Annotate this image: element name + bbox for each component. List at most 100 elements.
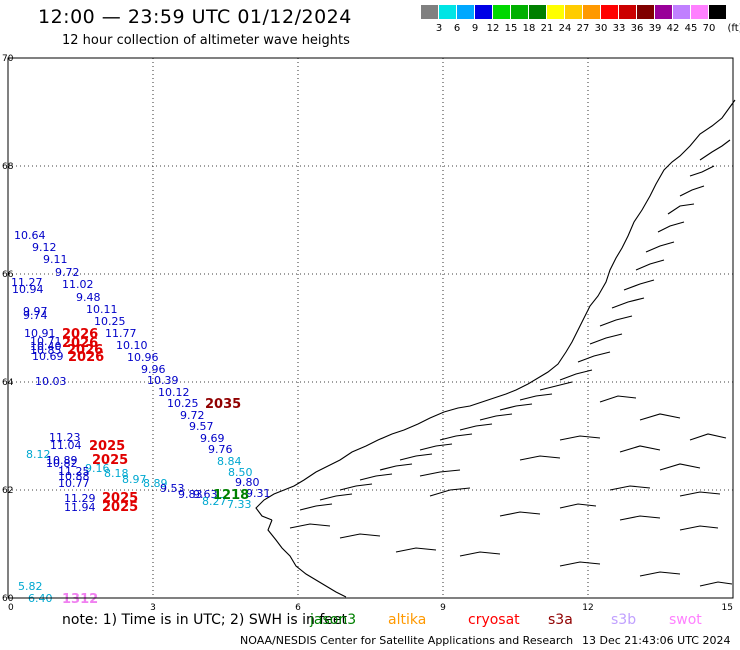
wave-height-label: 8.84	[217, 455, 242, 468]
coastline-segment	[639, 413, 681, 421]
coastline-segment	[599, 395, 637, 403]
coastline-segment	[399, 453, 433, 461]
color-swatch	[421, 5, 438, 19]
generation-timestamp: 13 Dec 21:43:06 UTC 2024	[582, 634, 731, 647]
coastline-segment	[679, 185, 705, 197]
wave-height-label: 8.50	[228, 466, 253, 479]
wave-height-label: 9.53	[160, 482, 185, 495]
longitude-tick-label: 6	[295, 603, 301, 613]
wave-height-label: 9.69	[200, 432, 225, 445]
wave-height-label: 10.77	[58, 477, 90, 490]
coastline-segment	[635, 259, 665, 271]
coastline-segment	[519, 393, 553, 401]
coastline-segment	[599, 315, 633, 327]
wave-height-label: 8.89	[143, 477, 168, 490]
credit-line: NOAA/NESDIS Center for Satellite Applica…	[240, 634, 574, 647]
longitude-tick-label: 12	[582, 603, 593, 613]
coastline-segment	[419, 443, 453, 451]
coastline-segment	[589, 333, 623, 345]
wave-height-label: 10.03	[35, 375, 67, 388]
coastline-segment	[623, 279, 655, 291]
coastline-segment	[289, 523, 331, 529]
coastline-segment	[559, 435, 601, 441]
wave-height-label: 10.71	[30, 335, 62, 348]
coastline-segment	[699, 139, 731, 161]
coastline-segment	[499, 511, 541, 517]
wave-height-label: 8.27	[202, 495, 227, 508]
wave-height-label: 8.18	[104, 467, 129, 480]
coastline-segment	[395, 547, 437, 553]
coastline-segment	[499, 403, 533, 411]
wave-height-label: 10.11	[86, 303, 118, 316]
coastline-segment	[699, 581, 733, 587]
latitude-tick-label: 60	[2, 594, 14, 604]
longitude-tick-label: 9	[440, 603, 446, 613]
wave-height-label: 9.48	[76, 291, 101, 304]
coastline-segment	[679, 491, 721, 497]
coastline-segment	[611, 297, 645, 309]
wave-height-label: 9.63	[193, 488, 218, 501]
wave-height-label: 10.91	[24, 327, 56, 340]
wave-height-label: 11.77	[105, 327, 137, 340]
color-swatch	[529, 5, 546, 19]
coastline-segment	[267, 519, 347, 598]
color-scale-label: 27	[576, 23, 590, 34]
wave-height-label: 9.74	[23, 309, 48, 322]
color-scale-label: 24	[558, 23, 572, 34]
coastline-segment	[659, 463, 701, 471]
coastline-segment	[339, 533, 381, 539]
coastline-segment	[419, 469, 461, 477]
pass-time-label: 2026	[62, 336, 98, 351]
wave-height-label: 10.25	[167, 397, 199, 410]
pass-time-label: 2026	[62, 327, 98, 342]
longitude-tick-label: 3	[150, 603, 156, 613]
color-scale-label: 39	[648, 23, 662, 34]
color-scale-label: 12	[486, 23, 500, 34]
wave-height-label: 10.25	[94, 315, 126, 328]
wave-height-label: 9.97	[23, 305, 48, 318]
wave-height-label: 8.12	[26, 448, 51, 461]
wave-height-label: 11.29	[64, 492, 96, 505]
coastline-segment	[689, 165, 715, 177]
coastline-segment	[539, 381, 573, 391]
wave-height-label: 9.83	[178, 488, 203, 501]
color-swatch	[457, 5, 474, 19]
satellite-legend-item-s3a: s3a	[548, 612, 573, 628]
coastline-segment	[679, 525, 719, 531]
coastline-segment	[359, 473, 393, 481]
pass-time-label: 2025	[102, 491, 138, 506]
color-scale-unit: (ft)	[727, 23, 740, 34]
wave-height-label: 10.39	[147, 374, 179, 387]
wave-height-label: 10.69	[32, 350, 64, 363]
map-title: 12:00 — 23:59 UTC 01/12/2024	[38, 6, 352, 28]
color-swatch	[565, 5, 582, 19]
coastline-segment	[645, 241, 675, 253]
color-scale-label: 70	[702, 23, 716, 34]
wave-height-label: 10.88	[58, 470, 90, 483]
coastline-segment	[299, 503, 333, 511]
coastline-segment	[339, 483, 373, 491]
coastline-segment	[429, 487, 471, 497]
coastline-segment	[667, 203, 695, 215]
coastline-segment	[577, 351, 611, 363]
wave-height-label: 11.23	[49, 431, 81, 444]
color-scale-label: 42	[666, 23, 680, 34]
color-swatch	[691, 5, 708, 19]
pass-time-label: 2025	[92, 453, 128, 468]
map-frame	[7, 57, 734, 599]
longitude-tick-label: 0	[8, 603, 14, 613]
wave-height-label: 10.12	[158, 386, 190, 399]
pass-time-label: 2025	[89, 439, 125, 454]
wave-height-label: 10.64	[14, 229, 46, 242]
coastline-segment	[689, 433, 727, 441]
wave-height-label: 9.16	[85, 462, 110, 475]
wave-height-label: 9.96	[141, 363, 166, 376]
color-swatch	[493, 5, 510, 19]
wave-height-label: 9.72	[55, 266, 80, 279]
coastline-segment	[657, 221, 685, 233]
color-scale-label: 6	[453, 23, 461, 34]
color-swatch	[601, 5, 618, 19]
pass-time-label: 2026	[68, 350, 104, 365]
